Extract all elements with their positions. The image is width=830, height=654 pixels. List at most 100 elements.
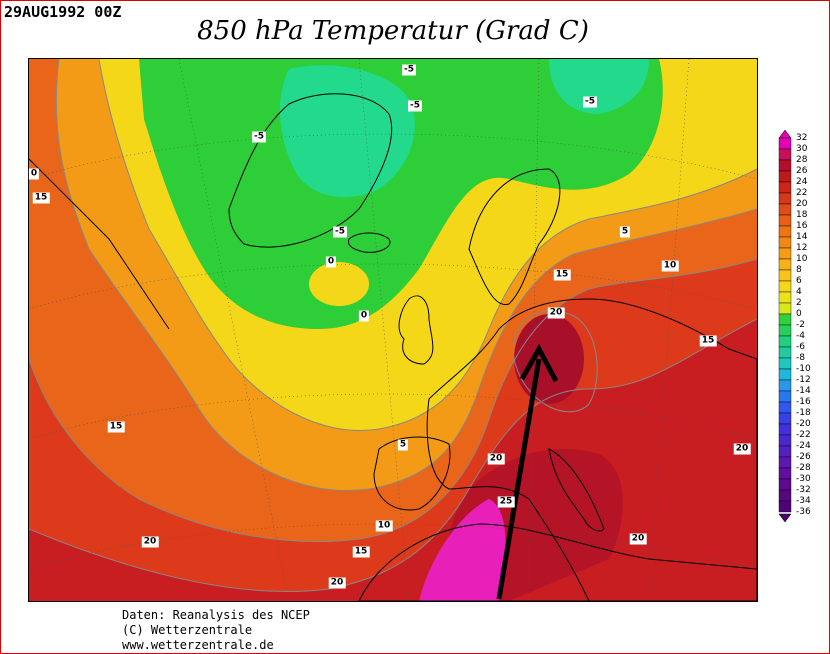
zone-minus-6 [279, 65, 415, 198]
colorbar-tick-label: 2 [796, 298, 802, 308]
colorbar-tick-label: -6 [796, 342, 805, 352]
colorbar-cell [778, 467, 792, 480]
isotherms [29, 59, 757, 592]
contour-label: 15 [553, 269, 571, 281]
contour-label: 20 [328, 577, 346, 589]
colorbar-cell [778, 324, 792, 337]
date-label: 29AUG1992 00Z [4, 3, 122, 21]
colorbar-tick-label: 0 [796, 309, 802, 319]
colorbar-tick-label: -8 [796, 353, 805, 363]
colorbar-tick-label: -34 [796, 496, 811, 506]
colorbar-tick-label: -10 [796, 364, 811, 374]
colorbar-tick-label: -2 [796, 320, 805, 330]
colorbar-tick-label: 20 [796, 199, 808, 209]
colorbar-tick-label: -30 [796, 474, 811, 484]
colorbar-cell [778, 368, 792, 381]
colorbar-tick-label: 24 [796, 177, 808, 187]
colorbar-cell [778, 500, 792, 513]
colorbar-cell [778, 258, 792, 271]
contour-label: 5 [397, 439, 409, 451]
colorbar-cell [778, 236, 792, 249]
colorbar-cell [778, 291, 792, 304]
contour-label: 20 [733, 443, 751, 455]
colorbar-cell [778, 170, 792, 183]
colorbar-tick-label: 28 [796, 155, 808, 165]
colorbar-cell [778, 192, 792, 205]
contour-label: 20 [547, 307, 565, 319]
colorbar-cell [778, 148, 792, 161]
colorbar-cell [778, 203, 792, 216]
credits: Daten: Reanalysis des NCEP (C) Wetterzen… [122, 608, 310, 653]
contour-label: 15 [107, 421, 125, 433]
temperature-map [28, 58, 758, 602]
contour-label: 0 [325, 256, 337, 268]
colorbar-cell [778, 181, 792, 194]
colorbar-cell [778, 478, 792, 491]
colorbar-tick-label: -26 [796, 452, 811, 462]
arrow-annotation [496, 343, 559, 600]
map-canvas [29, 59, 757, 601]
colorbar-tick-label: -16 [796, 397, 811, 407]
contour-label: 0 [28, 168, 40, 180]
hot-core-central-europe [514, 314, 584, 404]
contour-label: -5 [583, 96, 597, 108]
contour-label: 15 [32, 192, 50, 204]
contour-label: 20 [487, 453, 505, 465]
colorbar-cell [778, 390, 792, 403]
colorbar-cell [778, 423, 792, 436]
colorbar-cell [778, 269, 792, 282]
colorbar-tick-label: -18 [796, 408, 811, 418]
colorbar-tick-label: 6 [796, 276, 802, 286]
colorbar-tick-label: -36 [796, 507, 811, 517]
contour-label: 15 [699, 335, 717, 347]
contour-label: -5 [408, 100, 422, 112]
contour-label: -5 [402, 64, 416, 76]
contour-label: -5 [252, 131, 266, 143]
colorbar-tick-label: 18 [796, 210, 808, 220]
colorbar-tick-label: 22 [796, 188, 808, 198]
colorbar-tick-label: -32 [796, 485, 811, 495]
colorbar-tick-label: -12 [796, 375, 811, 385]
colorbar-cell [778, 401, 792, 414]
colorbar-tick-label: -4 [796, 331, 805, 341]
colorbar-tick-label: 26 [796, 166, 808, 176]
contour-label: 25 [497, 496, 515, 508]
credits-line-2: (C) Wetterzentrale [122, 623, 253, 637]
colorbar-cell [778, 280, 792, 293]
colorbar-tick-label: -20 [796, 419, 811, 429]
zone-minus-2 [139, 59, 663, 329]
contour-label: 15 [352, 546, 370, 558]
colorbar-cell [778, 379, 792, 392]
colorbar-tick-label: 4 [796, 287, 802, 297]
colorbar-cell [778, 313, 792, 326]
colorbar-cell [778, 335, 792, 348]
colorbar-tick-label: -28 [796, 463, 811, 473]
colorbar-cell [778, 489, 792, 502]
colorbar-cell [778, 214, 792, 227]
contour-label: 20 [629, 533, 647, 545]
colorbar-cell [778, 445, 792, 458]
colorbar-tick-label: 14 [796, 232, 808, 242]
colorbar-tick-label: 12 [796, 243, 808, 253]
colorbar-cell [778, 434, 792, 447]
colorbar-cell [778, 357, 792, 370]
colorbar-tick-label: 16 [796, 221, 808, 231]
colorbar-tick-label: -14 [796, 386, 811, 396]
colorbar-cell [778, 456, 792, 469]
colorbar-cell [778, 137, 792, 150]
credits-line-3: www.wetterzentrale.de [122, 638, 274, 652]
warm-blob [309, 262, 369, 306]
colorbar-cell [778, 247, 792, 260]
map-title: 850 hPa Temperatur (Grad C) [197, 16, 589, 46]
colorbar-tick-label: -22 [796, 430, 811, 440]
colorbar-cell [778, 346, 792, 359]
temperature-colorbar [778, 130, 792, 523]
colorbar-tick-label: 10 [796, 254, 808, 264]
colorbar-cell [778, 412, 792, 425]
contour-label: 10 [661, 260, 679, 272]
colorbar-cell [778, 302, 792, 315]
colorbar-tick-label: -24 [796, 441, 811, 451]
colorbar-cell [778, 225, 792, 238]
graticule [29, 59, 757, 601]
colorbar-tick-label: 8 [796, 265, 802, 275]
